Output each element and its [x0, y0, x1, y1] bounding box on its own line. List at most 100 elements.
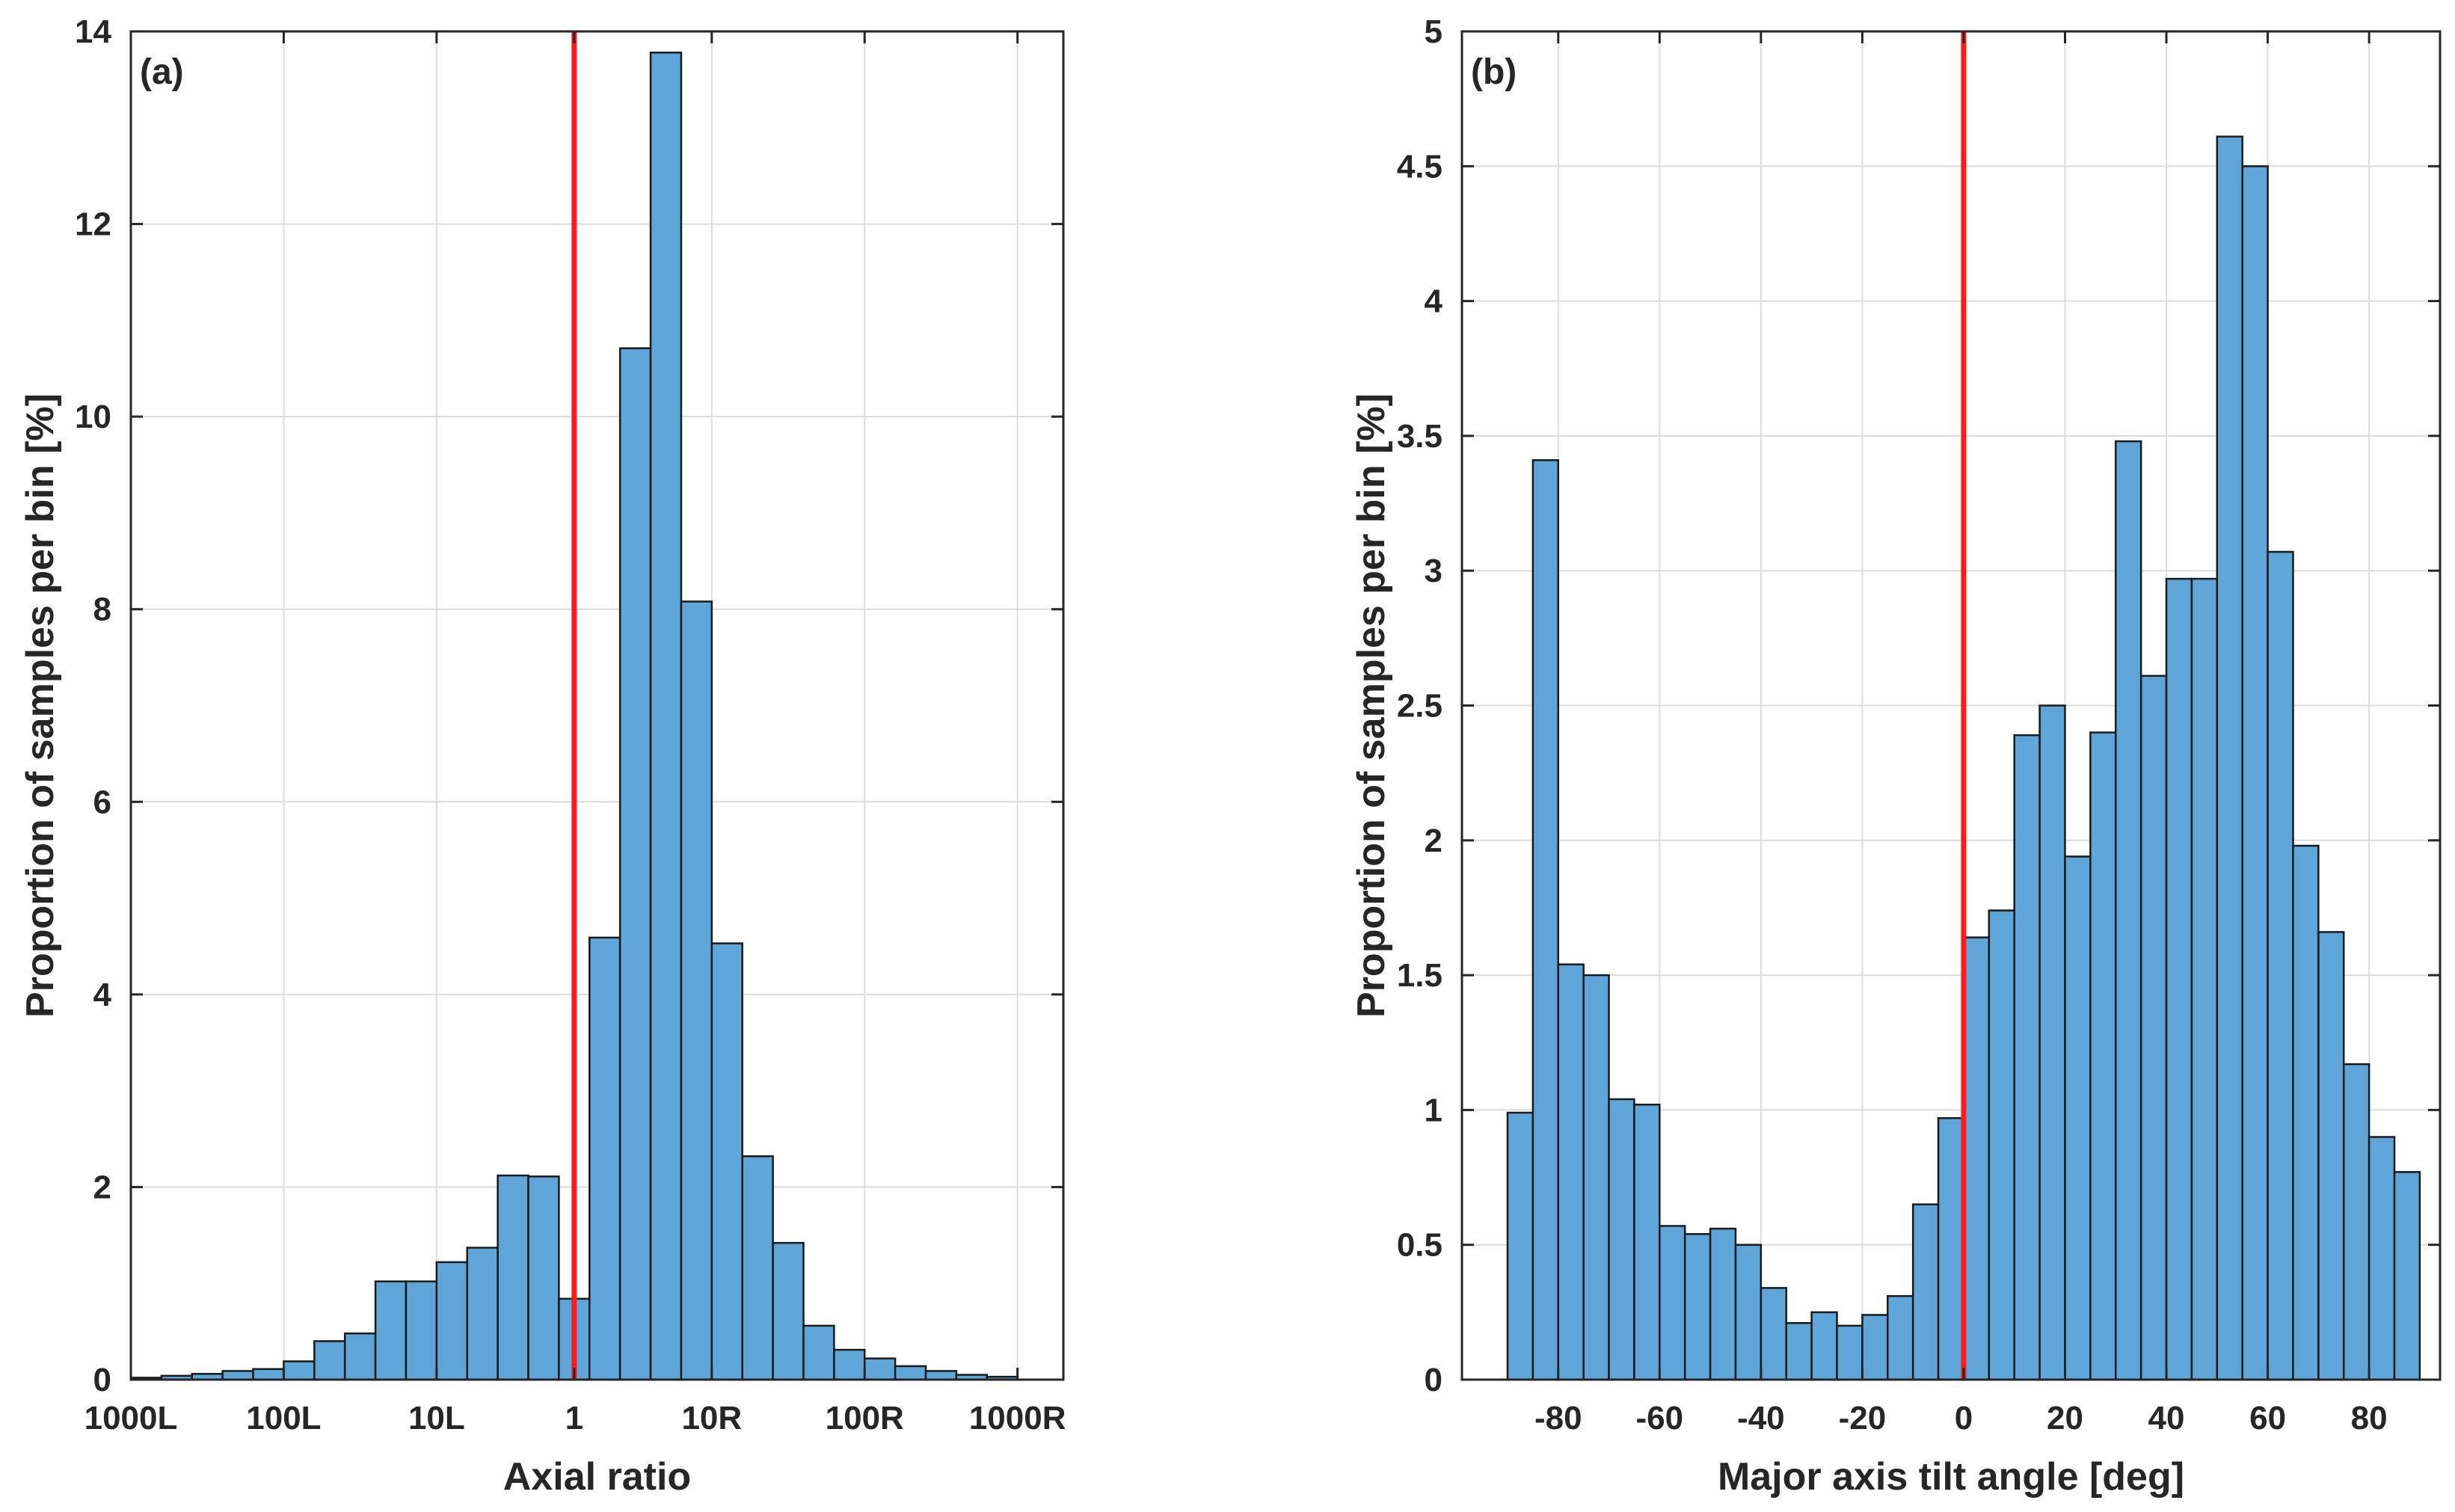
- bar-a-15: [589, 936, 621, 1381]
- y-tick-label: 1: [1425, 1092, 1442, 1128]
- y-tick-label: 3: [1425, 553, 1442, 589]
- bar-b-7: [1683, 1233, 1712, 1381]
- x-tick-label: -60: [1636, 1400, 1684, 1436]
- bar-a-10: [435, 1261, 468, 1381]
- bar-a-17: [649, 52, 683, 1381]
- bar-b-30: [2267, 550, 2294, 1381]
- bar-b-22: [2064, 855, 2092, 1381]
- panel-label: (b): [1471, 52, 1517, 92]
- bar-b-0: [1506, 1111, 1534, 1381]
- bar-a-8: [374, 1280, 408, 1381]
- bar-a-12: [497, 1174, 529, 1381]
- bar-b-31: [2292, 844, 2320, 1381]
- y-tick-label: 6: [93, 784, 111, 820]
- bar-a-11: [466, 1247, 499, 1381]
- y-tick-label: 10: [75, 399, 111, 435]
- y-tick-label: 1.5: [1397, 957, 1442, 994]
- bar-a-24: [863, 1357, 897, 1381]
- y-tick-label: 0: [1425, 1362, 1442, 1398]
- bar-b-28: [2216, 135, 2243, 1381]
- bar-b-4: [1608, 1098, 1635, 1381]
- bar-b-29: [2241, 165, 2269, 1381]
- bar-b-26: [2165, 577, 2193, 1381]
- x-tick-label: 10R: [681, 1400, 742, 1436]
- bar-a-22: [802, 1324, 835, 1381]
- x-tick-label: 1: [565, 1400, 583, 1436]
- bar-b-16: [1911, 1203, 1940, 1381]
- y-tick-label: 4: [93, 977, 112, 1013]
- x-tick-label: 100R: [826, 1400, 904, 1436]
- x-tick-label: 10L: [408, 1400, 465, 1436]
- bar-a-4: [252, 1368, 285, 1381]
- y-tick-label: 4.5: [1397, 148, 1442, 185]
- bar-b-18: [1962, 936, 1991, 1381]
- x-tick-label: -40: [1737, 1400, 1785, 1436]
- y-axis-label: Proportion of samples per bin [%]: [1350, 393, 1393, 1018]
- bar-a-20: [741, 1155, 774, 1381]
- y-tick-label: 14: [75, 13, 111, 50]
- bar-b-19: [1988, 909, 2015, 1381]
- bar-b-23: [2089, 731, 2117, 1381]
- y-tick-label: 12: [75, 206, 111, 243]
- bar-a-23: [833, 1348, 866, 1381]
- bar-b-11: [1785, 1322, 1813, 1381]
- bar-a-13: [527, 1176, 560, 1381]
- bar-b-1: [1531, 459, 1560, 1381]
- bar-b-27: [2190, 577, 2219, 1381]
- y-axis-label: Proportion of samples per bin [%]: [19, 393, 62, 1018]
- y-tick-label: 0.5: [1397, 1227, 1442, 1264]
- x-tick-label: 40: [2148, 1400, 2185, 1436]
- bar-b-9: [1734, 1244, 1763, 1381]
- bar-b-3: [1582, 974, 1610, 1381]
- bar-b-2: [1557, 963, 1585, 1381]
- bar-a-6: [313, 1340, 346, 1381]
- bar-b-15: [1887, 1294, 1914, 1381]
- x-axis-label: Major axis tilt angle [deg]: [1718, 1455, 2184, 1499]
- x-axis-label: Axial ratio: [503, 1455, 691, 1499]
- bar-a-25: [894, 1365, 927, 1381]
- bar-b-33: [2342, 1063, 2370, 1381]
- x-tick-label: 80: [2351, 1400, 2388, 1436]
- chart-a: 0 2 4 6 8 10 12 14 1000L 100L 10L 1 10R 100R 1000R Axia…: [19, 13, 1066, 1499]
- bar-b-8: [1709, 1227, 1737, 1381]
- bar-b-10: [1760, 1287, 1787, 1381]
- x-tick-label: 60: [2249, 1400, 2286, 1436]
- axes-frame: [129, 30, 1065, 1381]
- bar-b-5: [1633, 1103, 1661, 1381]
- y-tick-label: 2: [1425, 823, 1442, 859]
- bar-a-18: [680, 600, 713, 1381]
- chart-b: 0 0.5 1 1.5 2 2.5 3 3.5 4 4.5 5 -80 -60 -40 -20 0 20 40 60…: [1350, 13, 2442, 1499]
- x-tick-label: -20: [1839, 1400, 1887, 1436]
- x-tick-label: 0: [1955, 1400, 1973, 1436]
- y-tick-label: 2.5: [1397, 688, 1442, 725]
- bar-a-26: [924, 1370, 958, 1381]
- bar-b-14: [1861, 1314, 1889, 1381]
- bar-a-5: [283, 1360, 316, 1381]
- bar-b-34: [2368, 1136, 2396, 1381]
- x-tick-label: 1000R: [969, 1400, 1066, 1436]
- bar-a-7: [343, 1332, 377, 1381]
- bar-a-3: [221, 1370, 254, 1381]
- bar-b-20: [2013, 734, 2041, 1381]
- bar-a-16: [618, 347, 652, 1381]
- x-tick-label: 1000L: [85, 1400, 178, 1436]
- bar-b-35: [2393, 1171, 2421, 1381]
- y-tick-label: 8: [93, 591, 111, 628]
- x-tick-label: 20: [2047, 1400, 2083, 1436]
- bar-b-21: [2038, 704, 2066, 1381]
- x-tick-label: 100L: [246, 1400, 321, 1436]
- bar-b-24: [2115, 440, 2142, 1381]
- y-tick-label: 5: [1425, 13, 1442, 50]
- bar-b-25: [2139, 674, 2168, 1381]
- bar-b-12: [1810, 1311, 1838, 1381]
- bar-a-21: [772, 1241, 805, 1381]
- panel-label: (a): [140, 52, 184, 92]
- y-tick-label: 0: [93, 1362, 111, 1398]
- y-tick-label: 3.5: [1397, 418, 1442, 455]
- bar-a-9: [405, 1280, 438, 1381]
- y-tick-label: 4: [1425, 283, 1443, 320]
- bar-b-17: [1937, 1116, 1965, 1381]
- bar-b-32: [2317, 931, 2345, 1381]
- y-tick-label: 2: [93, 1169, 111, 1205]
